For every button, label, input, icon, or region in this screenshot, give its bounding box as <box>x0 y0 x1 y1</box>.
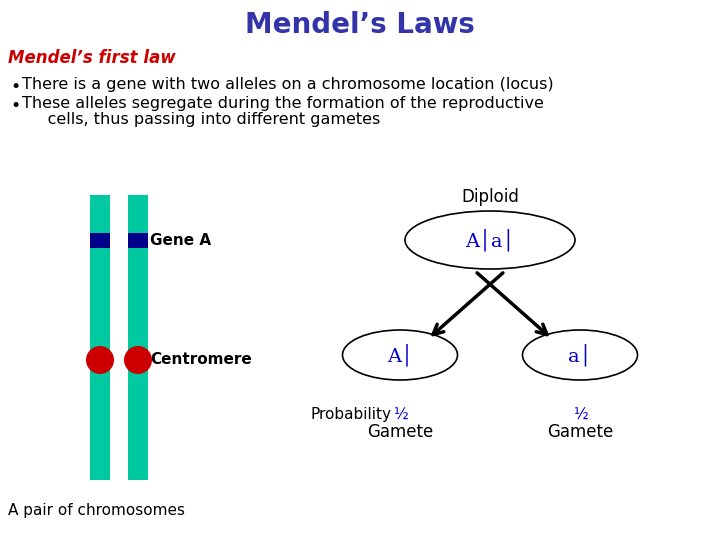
Text: •: • <box>10 78 20 96</box>
Text: Mendel’s Laws: Mendel’s Laws <box>245 11 475 39</box>
Circle shape <box>86 346 114 374</box>
Text: Gamete: Gamete <box>367 423 433 441</box>
Text: Gene A: Gene A <box>150 233 211 248</box>
Text: a│: a│ <box>568 344 592 366</box>
Bar <box>128 195 148 480</box>
Text: •: • <box>10 97 20 115</box>
Bar <box>90 195 110 480</box>
Bar <box>128 233 148 248</box>
Ellipse shape <box>343 330 457 380</box>
Bar <box>90 233 110 248</box>
Text: ½: ½ <box>392 408 408 422</box>
Text: Diploid: Diploid <box>461 188 519 206</box>
Text: Probability: Probability <box>310 408 391 422</box>
Text: There is a gene with two alleles on a chromosome location (locus): There is a gene with two alleles on a ch… <box>22 77 554 92</box>
Text: Centromere: Centromere <box>150 353 252 368</box>
Text: A│a│: A│a│ <box>465 229 515 251</box>
Ellipse shape <box>523 330 637 380</box>
Text: ½: ½ <box>572 408 588 422</box>
Circle shape <box>124 346 152 374</box>
Text: A pair of chromosomes: A pair of chromosomes <box>8 503 185 517</box>
Text: A│: A│ <box>387 344 413 366</box>
Ellipse shape <box>405 211 575 269</box>
Text: Gamete: Gamete <box>547 423 613 441</box>
Text: cells, thus passing into different gametes: cells, thus passing into different gamet… <box>22 112 380 127</box>
Text: Mendel’s first law: Mendel’s first law <box>8 49 176 67</box>
Text: These alleles segregate during the formation of the reproductive: These alleles segregate during the forma… <box>22 96 544 111</box>
